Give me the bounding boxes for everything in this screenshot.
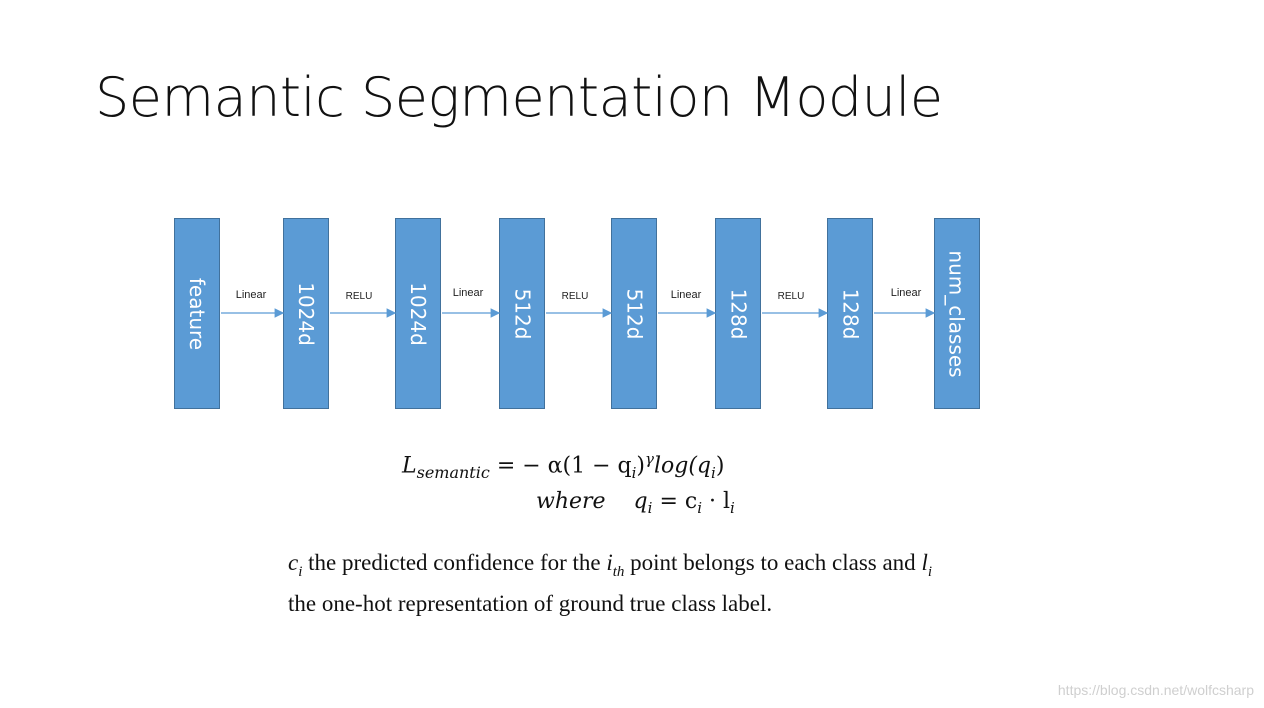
description-text: ci the predicted confidence for the ith … xyxy=(288,547,948,620)
l-term: · l xyxy=(709,489,731,514)
l-variable: l xyxy=(921,550,928,575)
loss-formula: Lsemantic = − α(1 − qi)γlog(qi) xyxy=(402,450,725,482)
c-term: = c xyxy=(659,489,698,514)
loss-subscript: semantic xyxy=(416,462,490,482)
block-1024d-b: 1024d xyxy=(395,218,441,409)
q-symbol: q xyxy=(633,489,648,514)
edge-label-linear: Linear xyxy=(235,289,267,301)
block-feature: feature xyxy=(174,218,220,409)
subscript-i: i xyxy=(711,463,716,482)
log-term: log(q xyxy=(653,453,712,479)
c-variable: c xyxy=(288,550,299,575)
subscript-i: i xyxy=(697,499,703,518)
edge-label-relu: RELU xyxy=(561,291,589,302)
gamma-exponent: γ xyxy=(645,450,654,468)
edge-label-relu: RELU xyxy=(777,291,805,302)
where-word: where xyxy=(536,489,606,514)
edge-label-linear: Linear xyxy=(452,287,484,299)
th-subscript: th xyxy=(612,563,625,580)
edge-label-linear: Linear xyxy=(670,289,702,301)
watermark: https://blog.csdn.net/wolfcsharp xyxy=(1057,682,1254,698)
edge-label-relu: RELU xyxy=(345,291,373,302)
subscript-i: i xyxy=(631,463,637,482)
description-part-1: the predicted confidence for the xyxy=(302,550,607,575)
block-128d-b: 128d xyxy=(827,218,873,409)
where-formula: where qi = ci · li xyxy=(536,489,735,518)
description-part-3: the one-hot representation of ground tru… xyxy=(288,590,773,616)
subscript-i: i xyxy=(298,563,303,580)
description-part-2: point belongs to each class and xyxy=(624,550,922,575)
loss-rhs: = − α(1 − q xyxy=(496,453,632,479)
edge-label-linear: Linear xyxy=(890,287,922,299)
subscript-i: i xyxy=(647,499,653,518)
page-title: Semantic Segmentation Module xyxy=(95,66,943,129)
subscript-i: i xyxy=(927,563,932,580)
i-variable: i xyxy=(606,550,613,575)
loss-symbol: L xyxy=(402,453,417,479)
block-1024d-a: 1024d xyxy=(283,218,329,409)
subscript-i: i xyxy=(730,499,735,518)
